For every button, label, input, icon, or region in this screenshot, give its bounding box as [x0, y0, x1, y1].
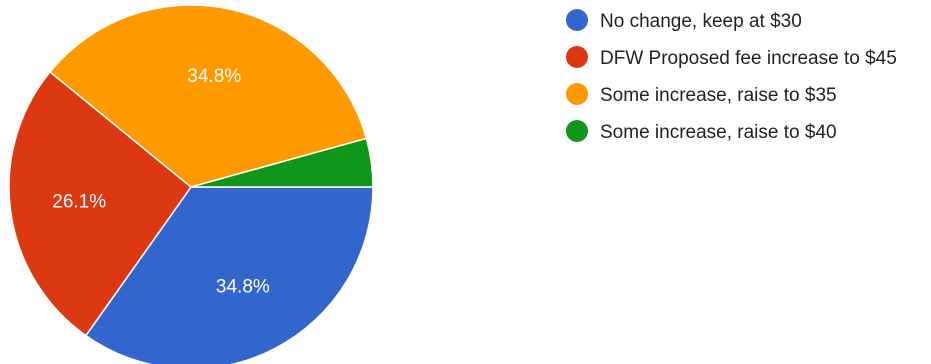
legend-label: Some increase, raise to $35: [600, 85, 837, 106]
slice-data-label: 26.1%: [52, 192, 106, 213]
legend-item-dfw-proposed[interactable]: DFW Proposed fee increase to $45: [566, 43, 931, 74]
pie-labels: 34.8% 26.1% 34.8%: [52, 66, 270, 298]
legend-item-raise-35[interactable]: Some increase, raise to $35: [566, 80, 931, 111]
pie-slice[interactable]: [8, 70, 193, 337]
slice-data-label: 34.8%: [216, 277, 270, 298]
legend-item-raise-40[interactable]: Some increase, raise to $40: [566, 117, 931, 148]
legend-item-no-change[interactable]: No change, keep at $30: [566, 6, 931, 37]
legend-label: Some increase, raise to $40: [600, 122, 837, 143]
slice-data-label: 34.8%: [187, 66, 241, 87]
legend-swatch-icon: [566, 83, 588, 105]
legend-swatch-icon: [566, 46, 588, 68]
pie-slice[interactable]: [48, 4, 368, 188]
legend-label: No change, keep at $30: [600, 11, 802, 32]
legend-swatch-icon: [566, 120, 588, 142]
pie-slice[interactable]: [84, 186, 374, 364]
legend-swatch-icon: [566, 9, 588, 31]
pie-slices: [8, 4, 374, 364]
legend-label: DFW Proposed fee increase to $45: [600, 48, 897, 69]
legend: No change, keep at $30 DFW Proposed fee …: [566, 6, 931, 154]
pie-slice[interactable]: [190, 137, 374, 188]
